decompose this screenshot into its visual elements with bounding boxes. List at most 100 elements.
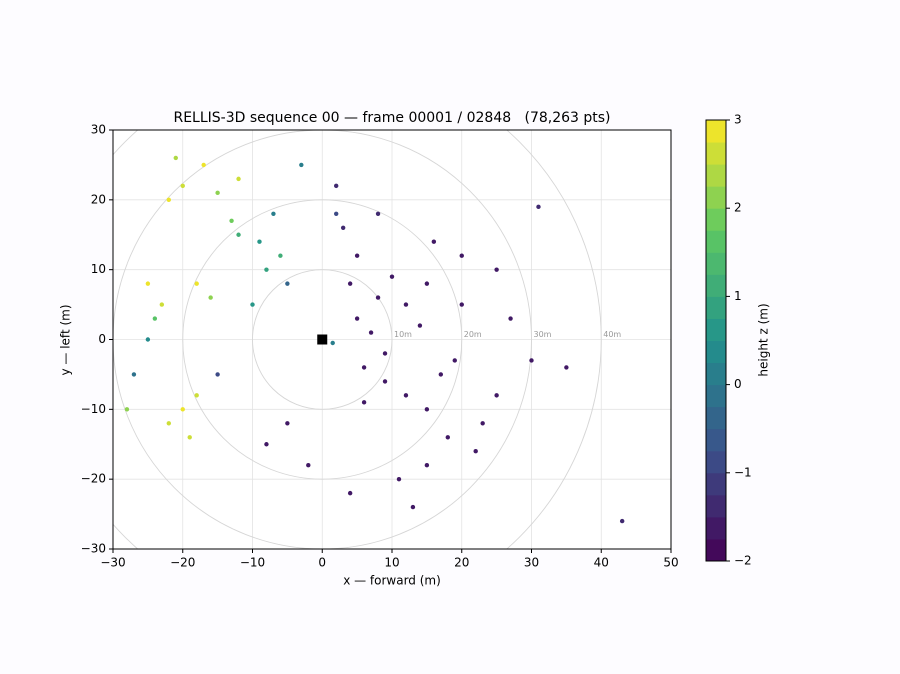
lidar-point xyxy=(215,372,220,377)
y-tick-label: 30 xyxy=(91,123,106,137)
lidar-point xyxy=(382,351,388,356)
colorbar-band xyxy=(706,296,726,319)
lidar-point xyxy=(431,239,437,244)
x-tick-label: 30 xyxy=(524,556,539,570)
colorbar-band xyxy=(706,340,726,364)
y-tick-label: 10 xyxy=(91,262,106,276)
colorbar-band xyxy=(706,164,726,187)
colorbar-band xyxy=(706,186,726,209)
colorbar-band xyxy=(706,428,726,452)
lidar-point xyxy=(424,281,430,286)
colorbar-band xyxy=(706,538,726,562)
colorbar-tick-label: 3 xyxy=(734,113,742,127)
lidar-point xyxy=(285,421,290,426)
lidar-point xyxy=(375,295,381,300)
colorbar-band xyxy=(706,318,726,341)
lidar-point xyxy=(452,358,457,363)
lidar-point xyxy=(417,323,423,328)
lidar-point xyxy=(194,281,199,286)
lidar-point xyxy=(257,239,262,244)
chart-title: RELLIS-3D sequence 00 — frame 00001 / 02… xyxy=(173,110,610,126)
lidar-point xyxy=(494,267,499,272)
lidar-point xyxy=(306,463,311,468)
colorbar-label: height z (m) xyxy=(757,303,771,376)
lidar-point xyxy=(619,518,625,524)
colorbar-band xyxy=(706,450,726,474)
lidar-point xyxy=(285,281,290,286)
lidar-point xyxy=(424,463,430,468)
colorbar-tick-label: −2 xyxy=(734,554,752,568)
colorbar-band xyxy=(706,230,726,253)
lidar-point xyxy=(459,253,464,258)
lidar-point xyxy=(236,176,241,182)
lidar-point xyxy=(159,302,165,307)
lidar-point xyxy=(564,365,569,370)
colorbar-band xyxy=(706,494,726,518)
lidar-point xyxy=(334,211,339,216)
lidar-point xyxy=(124,407,130,412)
points-layer xyxy=(124,155,625,524)
lidar-point xyxy=(208,295,213,300)
range-ring xyxy=(113,130,532,549)
grid-layer: 10m 20m 30m 40m xyxy=(113,130,671,549)
lidar-point xyxy=(375,211,381,216)
y-tick-label: −30 xyxy=(81,542,106,556)
lidar-point xyxy=(340,225,346,230)
colorbar-tick-label: 0 xyxy=(734,377,742,391)
x-tick-label: 40 xyxy=(594,556,609,570)
x-tick-label: 0 xyxy=(318,556,326,570)
lidar-point xyxy=(361,400,367,405)
lidar-point xyxy=(330,340,335,346)
lidar-point xyxy=(445,435,450,440)
lidar-point xyxy=(173,155,178,161)
colorbar-band xyxy=(706,472,726,496)
colorbar-band xyxy=(706,120,726,143)
lidar-point xyxy=(250,302,255,307)
colorbar-band xyxy=(706,208,726,231)
lidar-point xyxy=(368,330,374,335)
lidar-point xyxy=(389,274,395,279)
lidar-point xyxy=(529,358,534,363)
colorbar-tick-label: 2 xyxy=(734,201,742,215)
x-axis-label: x — forward (m) xyxy=(343,574,441,588)
colorbar-band xyxy=(706,252,726,275)
lidar-point xyxy=(180,183,185,189)
range-ring-label: 40m xyxy=(603,330,621,339)
colorbar-band xyxy=(706,362,726,386)
lidar-point xyxy=(145,337,151,342)
lidar-point xyxy=(347,490,353,496)
colorbar-frame xyxy=(705,119,727,562)
range-ring xyxy=(113,130,602,549)
colorbar-band xyxy=(706,406,726,430)
colorbar-band xyxy=(706,516,726,540)
lidar-point xyxy=(396,476,402,482)
colorbar-band xyxy=(706,142,726,165)
lidar-point xyxy=(494,393,499,398)
lidar-point xyxy=(166,421,171,426)
lidar-point xyxy=(264,442,269,447)
y-tick-label: −10 xyxy=(81,402,106,416)
ego-marker xyxy=(317,334,328,345)
x-tick-label: −30 xyxy=(100,556,125,570)
lidar-point xyxy=(403,393,409,398)
lidar-point xyxy=(229,218,234,223)
lidar-point xyxy=(166,197,171,203)
lidar-point xyxy=(264,267,269,272)
range-ring-label: 10m xyxy=(394,330,412,339)
lidar-point xyxy=(382,379,388,384)
lidar-point xyxy=(410,504,416,510)
colorbar: −2 −1 0 1 2 3 xyxy=(705,113,752,568)
lidar-point xyxy=(334,183,339,189)
lidar-point xyxy=(354,253,360,258)
lidar-point xyxy=(480,421,485,426)
y-tick-label: −20 xyxy=(81,472,106,486)
y-axis-label: y — left (m) xyxy=(59,304,73,375)
lidar-point xyxy=(508,316,513,321)
lidar-point xyxy=(271,211,276,216)
range-ring-label: 20m xyxy=(464,330,482,339)
lidar-point xyxy=(424,407,430,412)
y-tick-label: 0 xyxy=(98,332,106,346)
lidar-point xyxy=(473,449,478,454)
y-tick-label: 20 xyxy=(91,192,106,206)
